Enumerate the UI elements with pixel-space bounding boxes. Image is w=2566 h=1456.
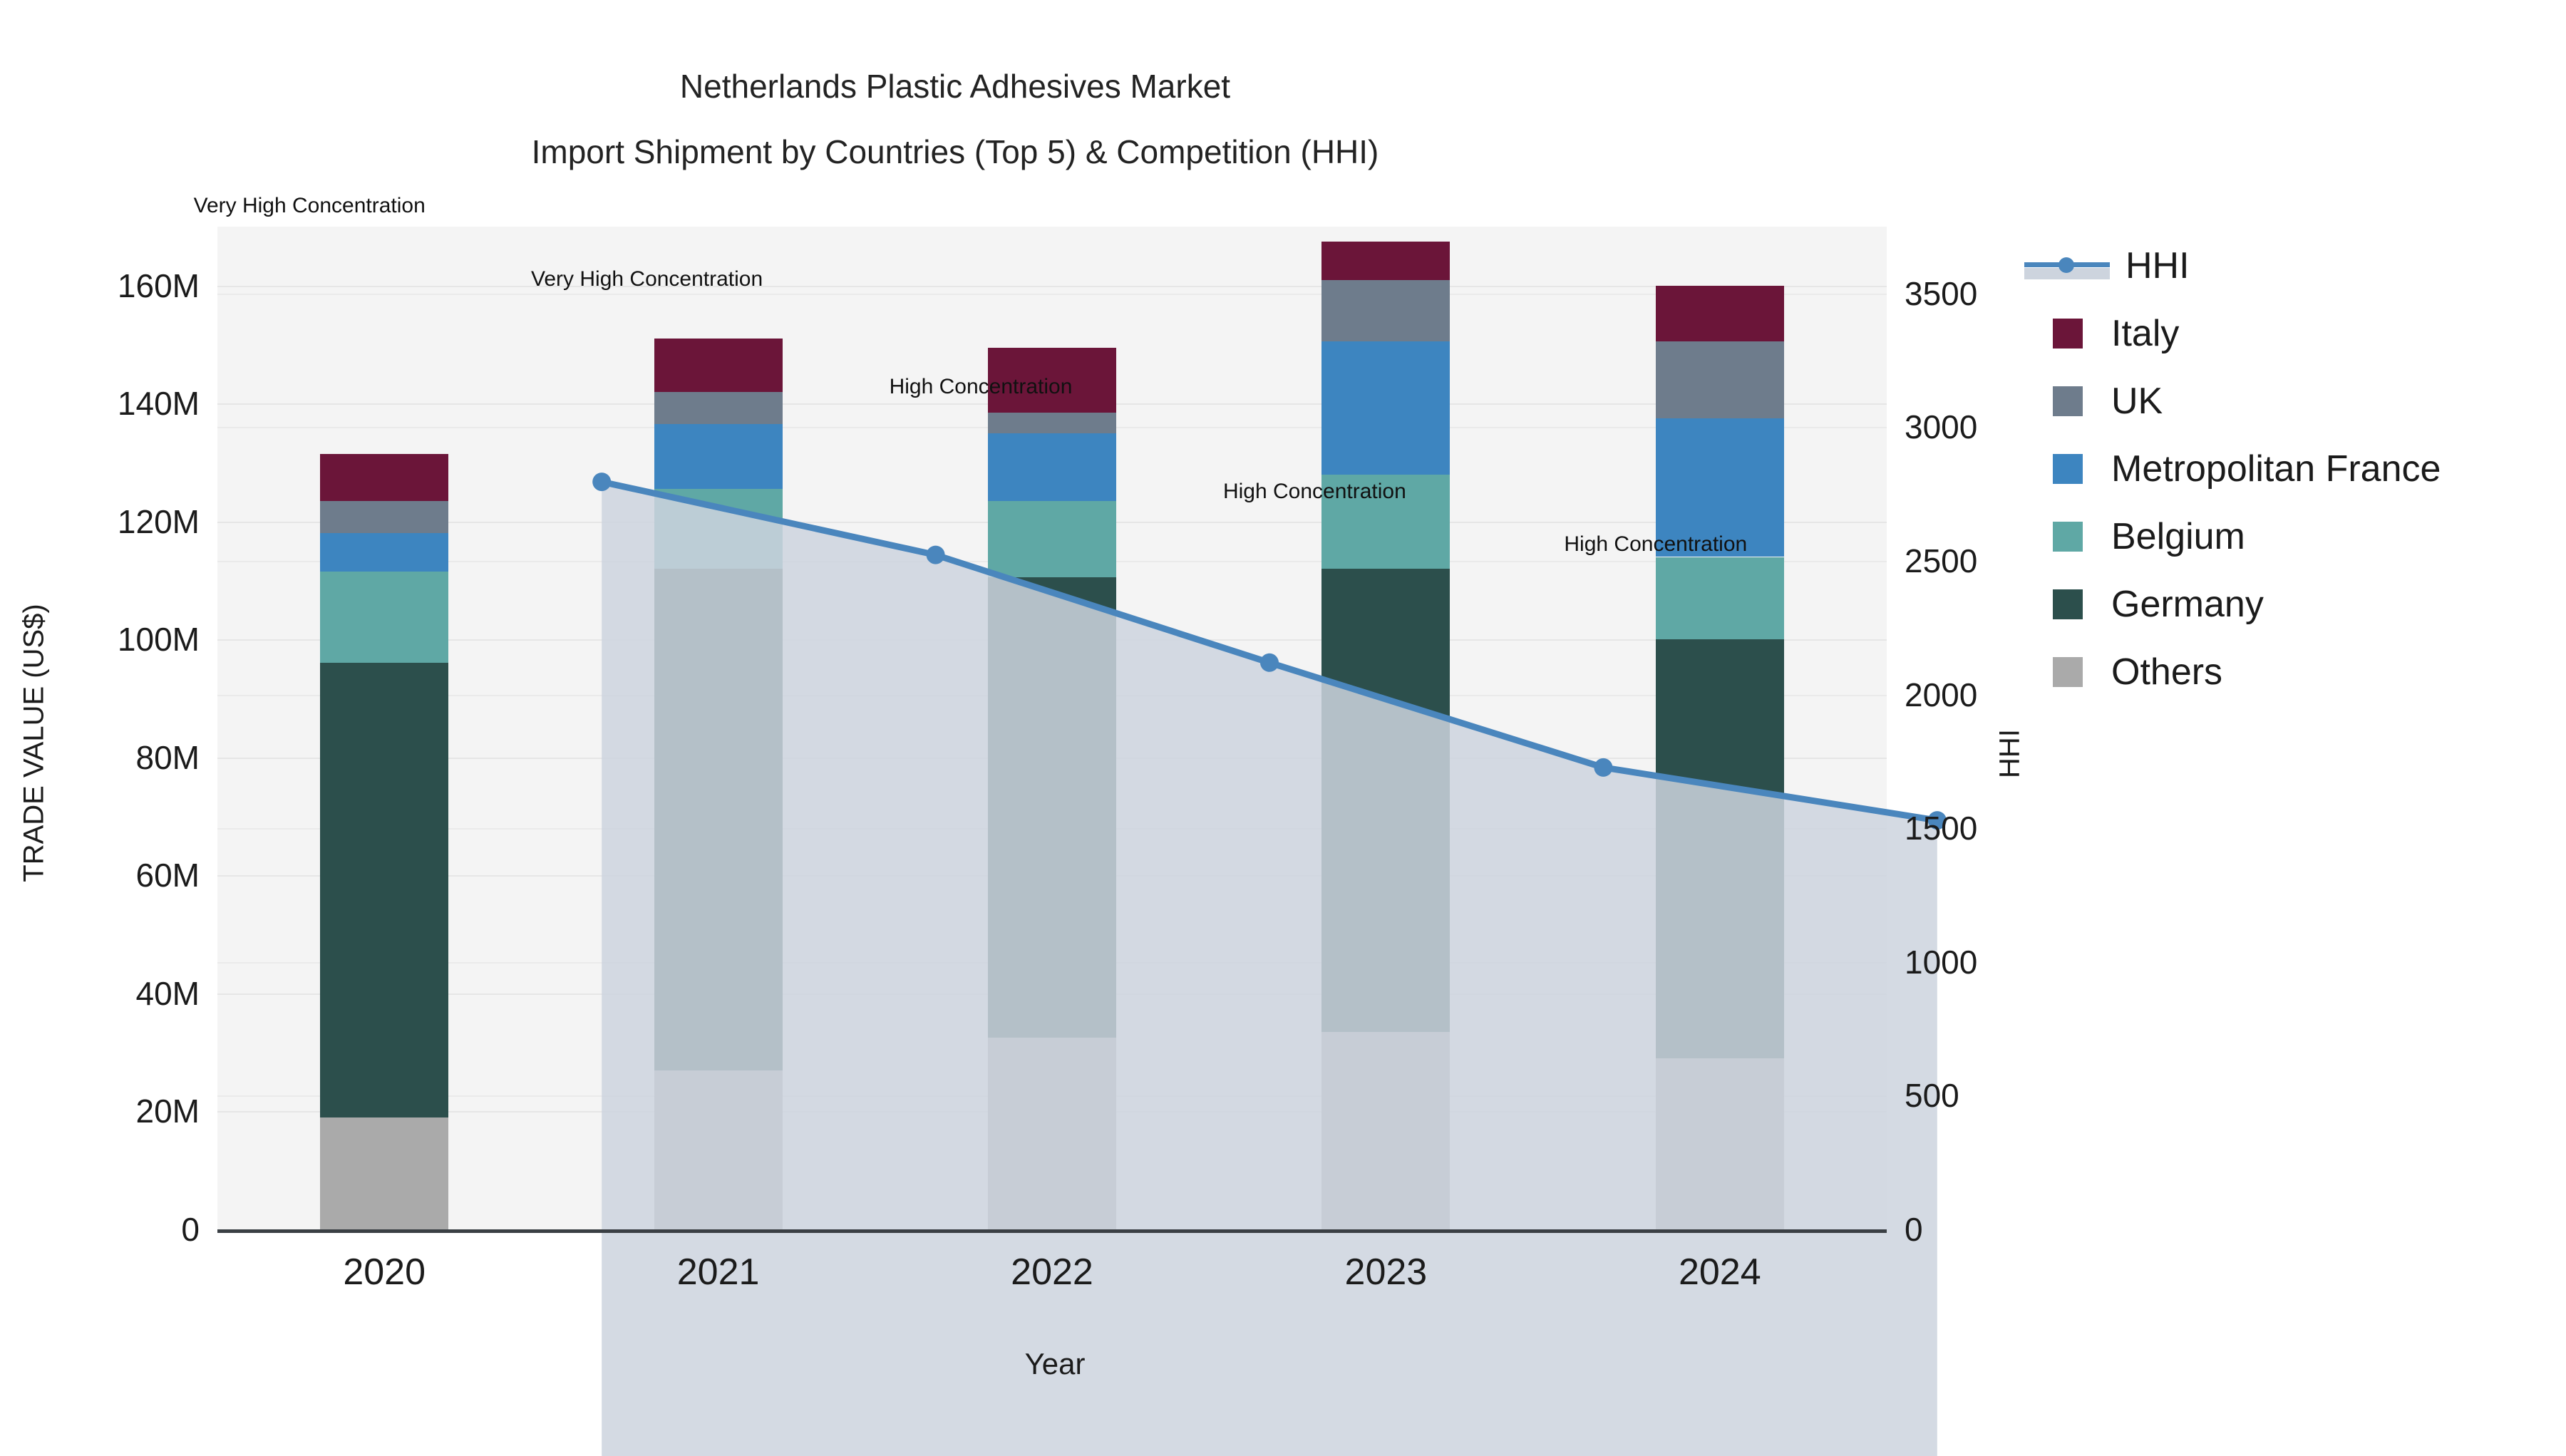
bar-segment-italy-2022[interactable] [988, 347, 1116, 413]
x-tick-2022: 2022 [1011, 1251, 1093, 1293]
bar-segment-metropolitan-france-2021[interactable] [654, 424, 783, 490]
x-tick-2021: 2021 [676, 1251, 760, 1293]
annotation-2020: Very High Concentration [193, 194, 426, 218]
legend-swatch-icon [2053, 521, 2083, 552]
legend-label: Belgium [2111, 515, 2245, 557]
hhi-area-fill [602, 482, 1937, 1456]
legend: HHI Italy UK Metropolitan France Belgium Germ… [2024, 232, 2552, 706]
bar-segment-germany-2020[interactable] [320, 663, 449, 1117]
y-right-tick-2000: 2000 [1905, 676, 1978, 713]
y-left-tick-120M: 120M [117, 502, 200, 540]
bar-segment-italy-2023[interactable] [1321, 241, 1451, 280]
bar-segment-italy-2021[interactable] [654, 339, 783, 392]
gridline-right [217, 293, 1887, 295]
chart-title: Netherlands Plastic Adhesives Market Imp… [0, 53, 1910, 185]
y-left-tick-140M: 140M [117, 385, 200, 423]
hhi-point-2022[interactable] [1260, 653, 1279, 672]
chart-title-line1: Netherlands Plastic Adhesives Market [679, 68, 1231, 105]
legend-label: Germany [2111, 583, 2264, 625]
legend-label: Others [2111, 651, 2223, 693]
legend-item-metropolitan-france[interactable]: Metropolitan France [2053, 435, 2552, 502]
legend-line-marker-icon [2024, 251, 2110, 281]
y-right-tick-2500: 2500 [1905, 542, 1978, 579]
legend-label: Italy [2111, 312, 2180, 354]
bar-segment-belgium-2023[interactable] [1321, 474, 1451, 569]
hhi-point-2021[interactable] [926, 545, 945, 564]
plot-area: Very High Concentration Very High Concent… [194, 194, 1947, 1456]
y-left-tick-160M: 160M [117, 267, 200, 304]
y-axis-right: 0 500 1000 1500 2000 2500 3000 3500 [1905, 0, 2076, 1443]
annotation-2021: Very High Concentration [531, 267, 763, 291]
x-axis-line [217, 1229, 1887, 1233]
legend-swatch-icon [2053, 453, 2083, 484]
legend-label: UK [2111, 380, 2163, 422]
hhi-point-2023[interactable] [1594, 758, 1613, 777]
y-left-tick-100M: 100M [117, 621, 200, 659]
y-right-tick-1500: 1500 [1905, 810, 1978, 847]
annotation-2023: High Concentration [1222, 479, 1406, 503]
y-left-tick-60M: 60M [135, 857, 200, 894]
hhi-point-2024[interactable] [1927, 811, 1947, 830]
bar-segment-belgium-2022[interactable] [988, 500, 1116, 578]
x-tick-2020: 2020 [343, 1251, 426, 1293]
legend-item-uk[interactable]: UK [2053, 367, 2552, 435]
y-left-tick-20M: 20M [135, 1093, 200, 1130]
bar-segment-belgium-2020[interactable] [320, 572, 449, 664]
x-tick-2023: 2023 [1344, 1251, 1428, 1293]
legend-item-others[interactable]: Others [2053, 638, 2552, 706]
legend-label: HHI [2126, 244, 2190, 286]
y-left-tick-40M: 40M [135, 974, 200, 1012]
y-left-tick-80M: 80M [135, 738, 200, 776]
bar-segment-uk-2022[interactable] [988, 412, 1116, 433]
bar-segment-italy-2024[interactable] [1655, 285, 1784, 342]
chart-title-line2: Import Shipment by Countries (Top 5) & C… [531, 133, 1379, 170]
legend-swatch-icon [2053, 318, 2083, 348]
bar-segment-uk-2020[interactable] [320, 500, 449, 534]
legend-item-belgium[interactable]: Belgium [2053, 502, 2552, 570]
y-right-tick-1000: 1000 [1905, 943, 1978, 981]
x-tick-2024: 2024 [1678, 1251, 1761, 1293]
y-right-tick-3000: 3000 [1905, 408, 1978, 446]
bar-segment-metropolitan-france-2023[interactable] [1321, 341, 1451, 475]
annotation-2024: High Concentration [1564, 532, 1748, 557]
bar-column-2020[interactable] [320, 227, 449, 1229]
y-right-tick-0: 0 [1905, 1211, 1923, 1248]
hhi-point-2020[interactable] [592, 473, 612, 492]
hhi-line-series [592, 473, 1947, 1456]
y-axis-left: 0 20M 40M 60M 80M 100M 120M 140M 160M [0, 0, 200, 1443]
y-right-tick-500: 500 [1905, 1077, 1959, 1115]
legend-swatch-icon [2053, 589, 2083, 619]
legend-swatch-icon [2053, 386, 2083, 416]
y-right-tick-3500: 3500 [1905, 274, 1978, 312]
gridline-left [217, 285, 1887, 287]
bar-segment-metropolitan-france-2020[interactable] [320, 533, 449, 572]
bar-segment-italy-2020[interactable] [320, 453, 449, 501]
bar-segment-uk-2024[interactable] [1655, 341, 1784, 418]
annotation-2022: High Concentration [889, 374, 1073, 398]
bar-segment-uk-2023[interactable] [1321, 279, 1451, 342]
y-axis-left-title: TRADE VALUE (US$) [18, 604, 50, 882]
bar-segment-others-2020[interactable] [320, 1117, 449, 1229]
legend-label: Metropolitan France [2111, 448, 2441, 490]
legend-item-italy[interactable]: Italy [2053, 299, 2552, 367]
y-left-tick-0: 0 [181, 1211, 200, 1248]
legend-item-hhi[interactable]: HHI [2024, 232, 2552, 299]
hhi-markers [592, 473, 1947, 830]
y-axis-right-title: HHI [1994, 729, 2026, 778]
bar-segment-metropolitan-france-2022[interactable] [988, 433, 1116, 501]
bar-segment-belgium-2024[interactable] [1655, 557, 1784, 640]
legend-swatch-icon [2053, 656, 2083, 687]
bar-segment-metropolitan-france-2024[interactable] [1655, 418, 1784, 557]
legend-item-germany[interactable]: Germany [2053, 570, 2552, 638]
x-axis-title: Year [1024, 1347, 1086, 1380]
bar-segment-uk-2021[interactable] [654, 391, 783, 425]
